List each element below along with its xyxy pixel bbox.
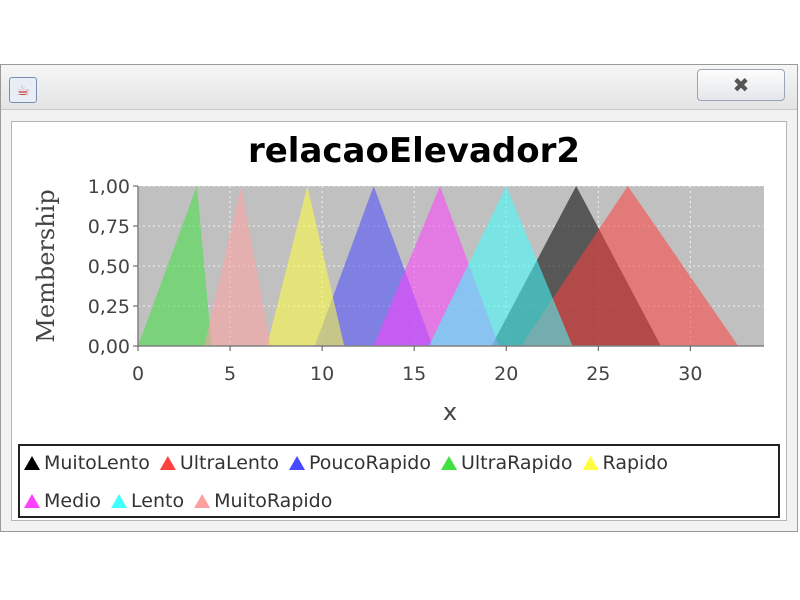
y-tick-label: 0,00: [88, 336, 130, 358]
legend-label: Lento: [131, 490, 184, 512]
y-tick-label: 1,00: [88, 176, 130, 198]
chart-title: relacaoElevador2: [248, 131, 580, 171]
java-coffee-icon[interactable]: ☕: [9, 77, 37, 103]
legend-label: UltraRapido: [461, 452, 573, 474]
legend-item-ultrarapido: UltraRapido: [441, 452, 573, 474]
legend-label: UltraLento: [180, 452, 279, 474]
legend-item-poucorapido: PoucoRapido: [289, 452, 431, 474]
legend-swatch-icon: [583, 456, 599, 470]
legend-swatch-icon: [160, 456, 176, 470]
legend-row: MuitoLento UltraLento PoucoRapido UltraRapi…: [24, 452, 678, 474]
title-bar[interactable]: ☕ ✖: [1, 65, 797, 110]
chart-legend: MuitoLento UltraLento PoucoRapido UltraRapi…: [18, 444, 780, 518]
legend-label: PoucoRapido: [309, 452, 431, 474]
chart-panel: relacaoElevador2 0 5 10 15 20 25 30 0,00 0,25 0,50…: [11, 121, 787, 521]
legend-item-medio: Medio: [24, 490, 101, 512]
legend-item-lento: Lento: [111, 490, 184, 512]
x-tick-label: 30: [678, 363, 702, 385]
y-tick-label: 0,25: [88, 296, 130, 318]
legend-row: Medio Lento MuitoRapido: [24, 490, 342, 512]
legend-label: Medio: [44, 490, 101, 512]
legend-label: Rapido: [603, 452, 668, 474]
y-tick-label: 0,75: [88, 216, 130, 238]
legend-label: MuitoLento: [44, 452, 150, 474]
x-axis-label: x: [443, 398, 457, 426]
legend-swatch-icon: [441, 456, 457, 470]
legend-swatch-icon: [24, 494, 40, 508]
legend-label: MuitoRapido: [214, 490, 332, 512]
x-tick-label: 20: [494, 363, 518, 385]
y-tick-label: 0,50: [88, 256, 130, 278]
x-tick-label: 25: [586, 363, 610, 385]
legend-item-muitolento: MuitoLento: [24, 452, 150, 474]
x-tick-label: 15: [402, 363, 426, 385]
membership-chart: relacaoElevador2 0 5 10 15 20 25 30 0,00 0,25 0,50…: [12, 122, 788, 442]
legend-swatch-icon: [111, 494, 127, 508]
legend-item-muitorapido: MuitoRapido: [194, 490, 332, 512]
legend-swatch-icon: [289, 456, 305, 470]
legend-item-ultralento: UltraLento: [160, 452, 279, 474]
x-tick-label: 0: [132, 363, 144, 385]
close-button[interactable]: ✖: [697, 69, 785, 101]
x-tick-label: 10: [310, 363, 334, 385]
close-icon: ✖: [733, 73, 750, 97]
y-axis-label: Membership: [32, 189, 60, 342]
legend-item-rapido: Rapido: [583, 452, 668, 474]
legend-swatch-icon: [24, 456, 40, 470]
x-tick-label: 5: [224, 363, 236, 385]
legend-swatch-icon: [194, 494, 210, 508]
chart-window: ☕ ✖ relacaoElevador2 0 5 10 15 20 25 30 0,00 0,25…: [0, 64, 798, 532]
